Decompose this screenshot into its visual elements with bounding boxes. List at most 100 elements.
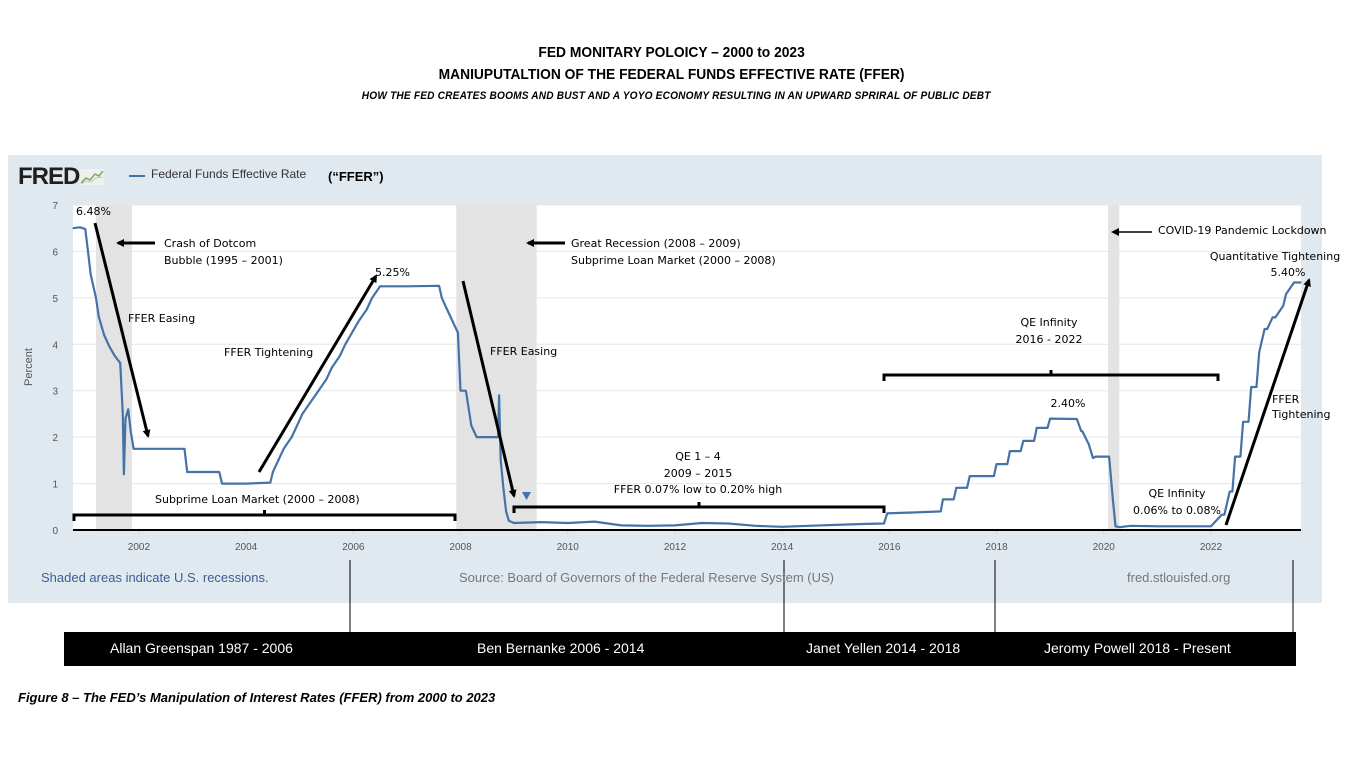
data-point: [883, 522, 885, 525]
annotation-peak-2019: 2.40%: [1051, 397, 1086, 410]
legend-ffer-note: (“FFER”): [328, 169, 384, 184]
data-point: [540, 521, 542, 523]
data-point: [835, 524, 837, 526]
data-point: [108, 346, 111, 348]
data-point: [371, 297, 373, 299]
page-subtitle: MANIUPUTALTION OF THE FEDERAL FUNDS EFFE…: [438, 66, 905, 83]
data-point: [317, 390, 320, 392]
x-tick-label: 2006: [342, 542, 365, 553]
data-point: [1271, 316, 1274, 318]
data-point: [296, 424, 298, 427]
data-point: [470, 424, 472, 427]
data-point: [138, 448, 140, 450]
data-point: [942, 498, 944, 500]
data-point: [127, 408, 129, 410]
recession-band: [1108, 205, 1120, 530]
y-tick-label: 6: [52, 247, 58, 258]
data-point: [1282, 305, 1284, 307]
data-point: [886, 512, 888, 514]
data-point: [1221, 514, 1223, 516]
data-point: [969, 475, 971, 477]
data-point: [993, 475, 995, 477]
data-point: [1229, 490, 1231, 493]
legend-label: Federal Funds Effective Rate: [151, 167, 307, 181]
x-tick-label: 2004: [235, 542, 258, 553]
data-point: [465, 390, 467, 392]
series-line-ffer: [72, 226, 1301, 529]
annotation-qt: Quantitative Tightening: [1210, 250, 1340, 263]
fred-site-link[interactable]: fred.stlouisfed.org: [1127, 570, 1231, 585]
annotation-easing-2008: FFER Easing: [490, 345, 557, 358]
data-point: [808, 525, 810, 527]
recession-note: Shaded areas indicate U.S. recessions.: [41, 570, 269, 585]
data-point: [165, 448, 167, 450]
data-point: [79, 226, 81, 228]
data-point: [754, 525, 756, 527]
data-point: [1293, 281, 1295, 284]
data-point: [114, 355, 116, 357]
fred-logo[interactable]: FRED: [18, 163, 105, 191]
data-point: [339, 355, 341, 357]
data-point: [291, 436, 293, 438]
data-point: [500, 459, 502, 461]
y-axis-label: Percent: [23, 348, 35, 386]
page-tagline: HOW THE FED CREATES BOOMS AND BUST AND A…: [361, 90, 991, 102]
data-point: [132, 448, 135, 450]
arrow-easing-2008: [461, 280, 517, 498]
data-point: [1009, 450, 1011, 452]
annotation-easing-2001: FFER Easing: [128, 312, 195, 325]
annotation-dotcom-years: Bubble (1995 – 2001): [164, 254, 283, 267]
data-point: [103, 334, 105, 336]
data-point: [122, 413, 124, 415]
data-point: [781, 526, 783, 528]
data-point: [508, 520, 510, 522]
data-point: [1247, 421, 1250, 423]
data-point: [1129, 525, 1132, 527]
data-point: [283, 448, 285, 450]
annotation-peak-2000: 6.48%: [76, 205, 111, 218]
data-point: [352, 329, 354, 331]
data-point: [1046, 427, 1049, 429]
data-point: [218, 471, 220, 473]
figure-caption: Figure 8 – The FED’s Manipulation of Int…: [18, 690, 496, 705]
chair-greenspan: Allan Greenspan 1987 - 2006: [110, 640, 293, 656]
data-point: [674, 524, 676, 526]
data-point: [1022, 440, 1024, 442]
data-point: [90, 274, 92, 276]
data-point: [647, 525, 649, 527]
data-point: [1263, 328, 1266, 330]
y-tick-label: 1: [52, 480, 58, 491]
data-point: [123, 473, 125, 475]
data-point: [1234, 456, 1236, 458]
data-point: [1274, 316, 1276, 318]
data-point: [1285, 293, 1287, 295]
arrow-tightening-2022: [1224, 278, 1311, 526]
data-point: [1250, 386, 1252, 388]
data-point: [1183, 525, 1185, 527]
data-point: [1300, 281, 1302, 284]
annotation-peak-2023: 5.40%: [1271, 266, 1306, 279]
data-point: [358, 320, 360, 322]
annotation-dotcom: Crash of Dotcom: [164, 237, 256, 250]
annotation-qe: QE 1 – 4: [675, 450, 721, 463]
data-point: [124, 417, 127, 420]
data-point: [940, 510, 942, 513]
data-point: [272, 471, 274, 473]
data-point: [1006, 463, 1008, 465]
annotation-covid: COVID-19 Pandemic Lockdown: [1158, 224, 1327, 237]
data-point: [1231, 490, 1233, 493]
data-point: [95, 297, 97, 299]
annotation-great-recession: Great Recession (2008 – 2009): [571, 237, 741, 250]
annotation-tightening-2022-b: Tightening: [1271, 408, 1330, 421]
data-point: [915, 511, 917, 513]
data-point: [119, 362, 121, 364]
data-point: [593, 521, 596, 523]
y-tick-label: 0: [52, 526, 58, 537]
legend-swatch: [129, 175, 145, 177]
data-point: [183, 448, 186, 450]
annotation-qe-infinity: QE Infinity: [1020, 316, 1078, 329]
y-tick-label: 3: [52, 387, 58, 398]
arrow-tightening-2004: [257, 274, 378, 473]
recession-band: [456, 205, 537, 530]
